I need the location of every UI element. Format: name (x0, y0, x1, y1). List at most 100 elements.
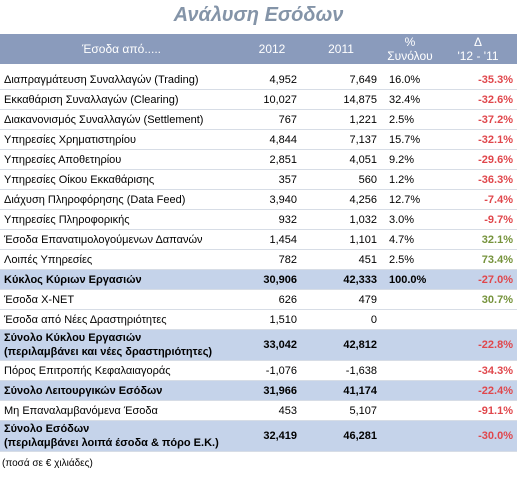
value-2011: 1,101 (301, 229, 381, 250)
row-label: Σύνολο Εσόδων (περιλαμβάνει λοιπά έσοδα &… (0, 420, 243, 452)
header-pct: % Συνόλου (387, 35, 433, 63)
value-2012: 4,952 (243, 70, 301, 90)
change-12-11: -9.7% (439, 209, 517, 230)
pct-of-total: 15.7% (381, 129, 439, 150)
value-2012: 31,966 (243, 380, 301, 401)
row-label: Πόρος Επιτροπής Κεφαλαιαγοράς (0, 360, 243, 381)
pct-of-total: 9.2% (381, 149, 439, 170)
change-12-11: 73.4% (439, 249, 517, 270)
value-2011: 1,032 (301, 209, 381, 230)
table-body: Διαπραγμάτευση Συναλλαγών (Trading) 4,952… (0, 64, 517, 452)
value-2011: 1,221 (301, 109, 381, 130)
pct-of-total (381, 309, 439, 330)
row-label: Διαπραγμάτευση Συναλλαγών (Trading) (0, 70, 243, 90)
table-row: Λοιπές Υπηρεσίες 782 451 2.5% 73.4% (0, 249, 517, 270)
table-row: Διάχυση Πληροφόρησης (Data Feed) 3,940 4,2… (0, 189, 517, 210)
value-2011: 4,051 (301, 149, 381, 170)
value-2012: 453 (243, 400, 301, 421)
value-2011: 4,256 (301, 189, 381, 210)
value-2012: 3,940 (243, 189, 301, 210)
pct-of-total: 32.4% (381, 89, 439, 110)
value-2011: 560 (301, 169, 381, 190)
row-label: Διακανονισμός Συναλλαγών (Settlement) (0, 109, 243, 130)
value-2012: 1,510 (243, 309, 301, 330)
value-2012: -1,076 (243, 360, 301, 381)
value-2012: 32,419 (243, 420, 301, 452)
change-12-11: -30.0% (439, 420, 517, 452)
header-delta: Δ '12 - '11 (457, 35, 499, 63)
revenue-table: Έσοδα από..... 2012 2011 % Συνόλου Δ '12 -… (0, 34, 517, 452)
header-2012: 2012 (258, 42, 286, 56)
value-2011: 46,281 (301, 420, 381, 452)
table-row: Έσοδα Επανατιμολογούμενων Δαπανών 1,454 1,… (0, 229, 517, 250)
pct-of-total: 12.7% (381, 189, 439, 210)
pct-of-total (381, 420, 439, 452)
pct-of-total: 4.7% (381, 229, 439, 250)
change-12-11: -37.2% (439, 109, 517, 130)
row-label: Υπηρεσίες Αποθετηρίου (0, 149, 243, 170)
table-row: Υπηρεσίες Αποθετηρίου 2,851 4,051 9.2% -29.6… (0, 149, 517, 170)
row-label: Σύνολο Κύκλου Εργασιών (περιλαμβάνει και … (0, 329, 243, 361)
change-12-11: -34.3% (439, 360, 517, 381)
table-row: Έσοδα από Νέες Δραστηριότητες 1,510 0 (0, 309, 517, 330)
row-label: Υπηρεσίες Χρηματιστηρίου (0, 129, 243, 150)
table-header-row: Έσοδα από..... 2012 2011 % Συνόλου Δ '12 -… (0, 34, 517, 64)
change-12-11: 32.1% (439, 229, 517, 250)
value-2012: 782 (243, 249, 301, 270)
value-2012: 2,851 (243, 149, 301, 170)
row-label: Διάχυση Πληροφόρησης (Data Feed) (0, 189, 243, 210)
table-row: Πόρος Επιτροπής Κεφαλαιαγοράς -1,076 -1,63… (0, 360, 517, 381)
change-12-11: -36.3% (439, 169, 517, 190)
table-row: Διαπραγμάτευση Συναλλαγών (Trading) 4,952… (0, 70, 517, 90)
change-12-11: -27.0% (439, 269, 517, 290)
value-2011: -1,638 (301, 360, 381, 381)
header-label: Έσοδα από..... (81, 42, 161, 56)
change-12-11: -91.1% (439, 400, 517, 421)
change-12-11: -7.4% (439, 189, 517, 210)
pct-of-total (381, 289, 439, 310)
table-row: Διακανονισμός Συναλλαγών (Settlement) 767… (0, 109, 517, 130)
value-2011: 7,137 (301, 129, 381, 150)
table-row: Σύνολο Εσόδων (περιλαμβάνει λοιπά έσοδα &… (0, 420, 517, 452)
row-label: Υπηρεσίες Οίκου Εκκαθάρισης (0, 169, 243, 190)
row-label: Σύνολο Λειτουργικών Εσόδων (0, 380, 243, 401)
table-row: Υπηρεσίες Οίκου Εκκαθάρισης 357 560 1.2% -36… (0, 169, 517, 190)
value-2012: 10,027 (243, 89, 301, 110)
table-row: Υπηρεσίες Χρηματιστηρίου 4,844 7,137 15.7% -… (0, 129, 517, 150)
pct-of-total: 16.0% (381, 70, 439, 90)
row-label: Λοιπές Υπηρεσίες (0, 249, 243, 270)
pct-of-total: 3.0% (381, 209, 439, 230)
value-2011: 479 (301, 289, 381, 310)
table-row: Υπηρεσίες Πληροφορικής 932 1,032 3.0% -9.7% (0, 209, 517, 230)
change-12-11: -22.8% (439, 329, 517, 361)
change-12-11 (439, 309, 517, 330)
row-label: Κύκλος Κύριων Εργασιών (0, 269, 243, 290)
value-2012: 4,844 (243, 129, 301, 150)
row-label: Έσοδα Επανατιμολογούμενων Δαπανών (0, 229, 243, 250)
pct-of-total (381, 380, 439, 401)
pct-of-total: 1.2% (381, 169, 439, 190)
value-2012: 1,454 (243, 229, 301, 250)
row-label: Έσοδα από Νέες Δραστηριότητες (0, 309, 243, 330)
change-12-11: -29.6% (439, 149, 517, 170)
table-row: Σύνολο Κύκλου Εργασιών (περιλαμβάνει και … (0, 329, 517, 361)
value-2012: 626 (243, 289, 301, 310)
pct-of-total: 2.5% (381, 249, 439, 270)
pct-of-total: 100.0% (381, 269, 439, 290)
table-row: Έσοδα X-NET 626 479 30.7% (0, 289, 517, 310)
value-2012: 30,906 (243, 269, 301, 290)
table-row: Μη Επαναλαμβανόμενα Έσοδα 453 5,107 -91.1% (0, 400, 517, 421)
change-12-11: 30.7% (439, 289, 517, 310)
change-12-11: -32.1% (439, 129, 517, 150)
value-2011: 5,107 (301, 400, 381, 421)
change-12-11: -35.3% (439, 70, 517, 90)
pct-of-total: 2.5% (381, 109, 439, 130)
row-label: Έσοδα X-NET (0, 289, 243, 310)
row-label: Μη Επαναλαμβανόμενα Έσοδα (0, 400, 243, 421)
change-12-11: -32.6% (439, 89, 517, 110)
value-2012: 932 (243, 209, 301, 230)
value-2012: 357 (243, 169, 301, 190)
value-2011: 0 (301, 309, 381, 330)
value-2011: 42,812 (301, 329, 381, 361)
row-label: Υπηρεσίες Πληροφορικής (0, 209, 243, 230)
